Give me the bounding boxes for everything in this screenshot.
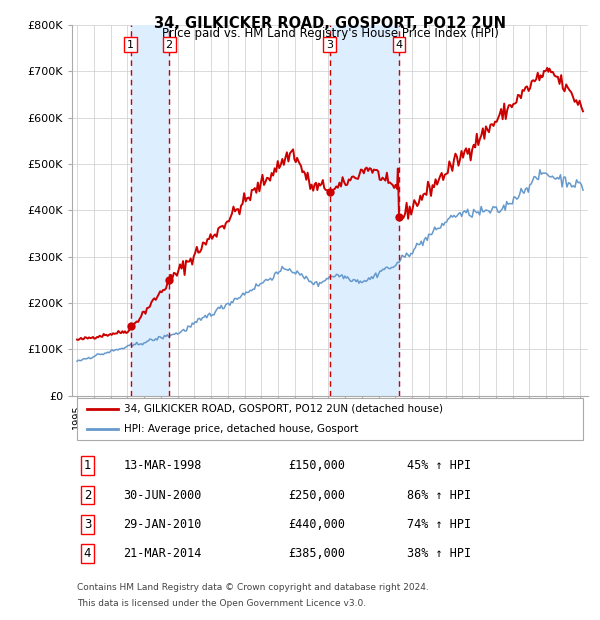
- Text: 21-MAR-2014: 21-MAR-2014: [124, 547, 202, 560]
- Text: 2: 2: [84, 489, 91, 502]
- Text: 74% ↑ HPI: 74% ↑ HPI: [407, 518, 472, 531]
- Text: 2: 2: [166, 40, 173, 50]
- Text: £385,000: £385,000: [289, 547, 346, 560]
- Text: Contains HM Land Registry data © Crown copyright and database right 2024.: Contains HM Land Registry data © Crown c…: [77, 583, 429, 591]
- Text: 4: 4: [395, 40, 403, 50]
- Text: 34, GILKICKER ROAD, GOSPORT, PO12 2UN (detached house): 34, GILKICKER ROAD, GOSPORT, PO12 2UN (d…: [124, 404, 443, 414]
- Text: 1: 1: [127, 40, 134, 50]
- Bar: [131, 25, 169, 396]
- FancyBboxPatch shape: [77, 398, 583, 440]
- Text: 45% ↑ HPI: 45% ↑ HPI: [407, 459, 472, 472]
- Bar: [329, 25, 399, 396]
- Text: £250,000: £250,000: [289, 489, 346, 502]
- Text: 1: 1: [84, 459, 91, 472]
- Text: 3: 3: [326, 40, 333, 50]
- Text: 29-JAN-2010: 29-JAN-2010: [124, 518, 202, 531]
- Text: 38% ↑ HPI: 38% ↑ HPI: [407, 547, 472, 560]
- Text: 3: 3: [84, 518, 91, 531]
- Text: 30-JUN-2000: 30-JUN-2000: [124, 489, 202, 502]
- Text: £150,000: £150,000: [289, 459, 346, 472]
- Text: 86% ↑ HPI: 86% ↑ HPI: [407, 489, 472, 502]
- Text: Price paid vs. HM Land Registry's House Price Index (HPI): Price paid vs. HM Land Registry's House …: [161, 27, 499, 40]
- Text: 13-MAR-1998: 13-MAR-1998: [124, 459, 202, 472]
- Text: This data is licensed under the Open Government Licence v3.0.: This data is licensed under the Open Gov…: [77, 600, 366, 608]
- Text: £440,000: £440,000: [289, 518, 346, 531]
- Text: 34, GILKICKER ROAD, GOSPORT, PO12 2UN: 34, GILKICKER ROAD, GOSPORT, PO12 2UN: [154, 16, 506, 30]
- Text: HPI: Average price, detached house, Gosport: HPI: Average price, detached house, Gosp…: [124, 424, 358, 434]
- Text: 4: 4: [84, 547, 91, 560]
